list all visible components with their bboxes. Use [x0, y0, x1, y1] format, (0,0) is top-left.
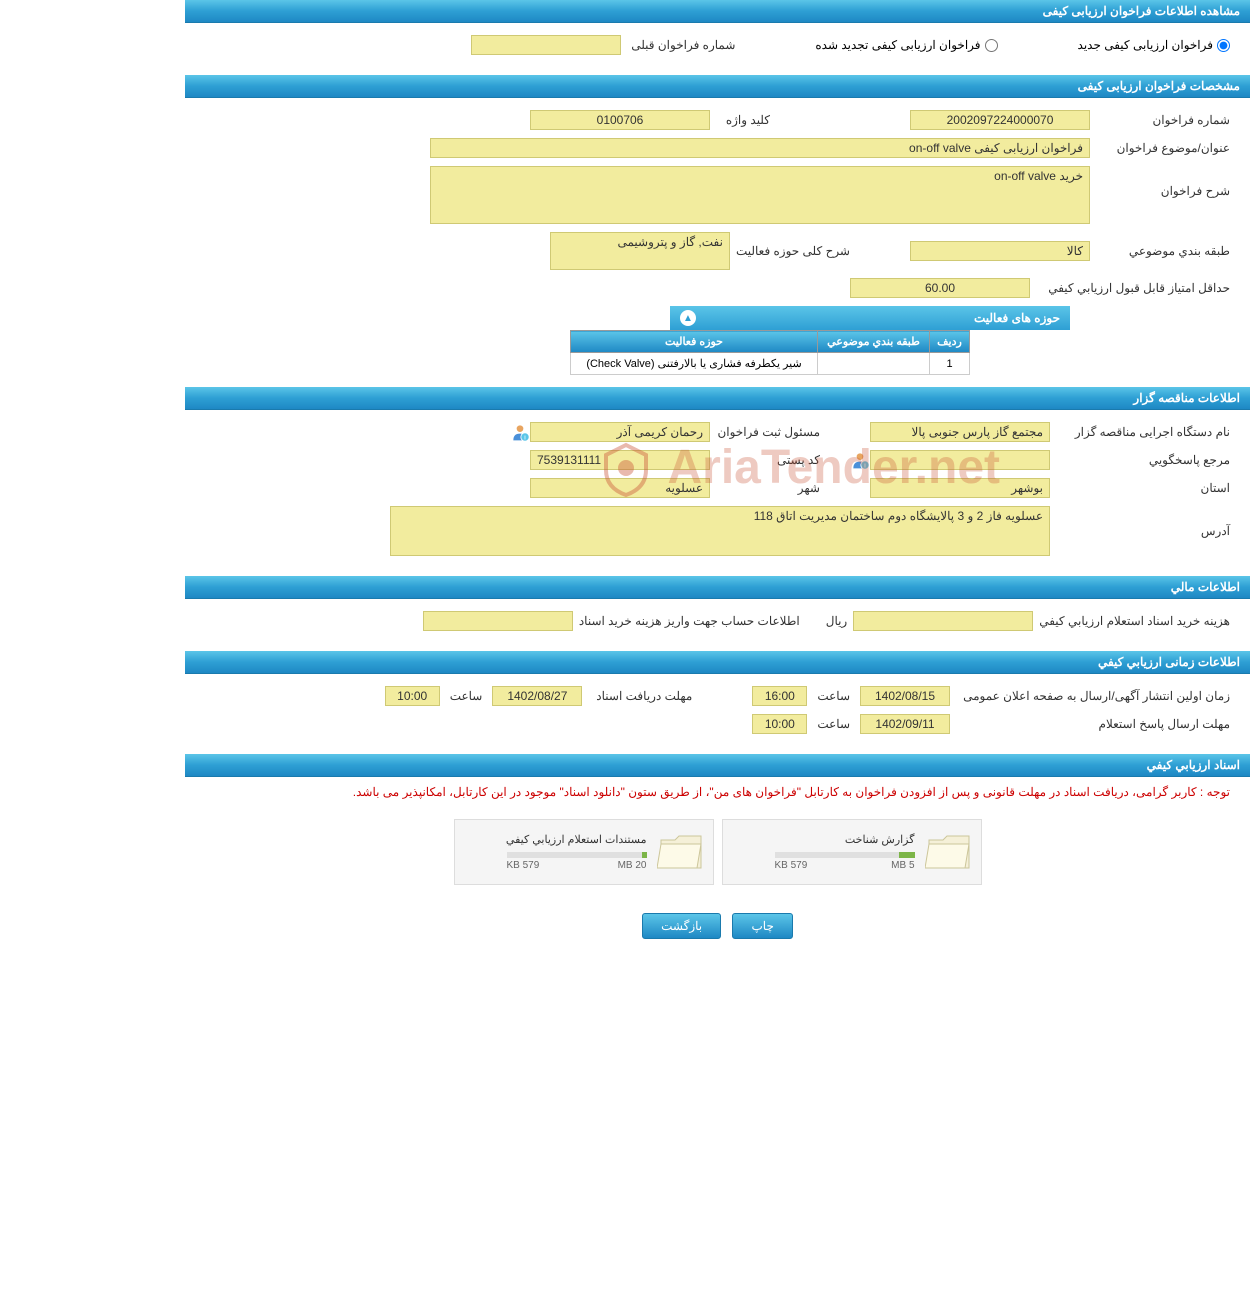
city-field: عسلویه [530, 478, 710, 498]
title-label: عنوان/موضوع فراخوان [1090, 141, 1230, 155]
pub-time-field: 16:00 [752, 686, 807, 706]
reply-date-field: 1402/09/11 [860, 714, 950, 734]
doc2-progress [507, 852, 647, 858]
row-act: شیر یکطرفه فشاری یا بالارفتنی (Check Val… [571, 353, 818, 375]
radio-renewed[interactable] [985, 39, 998, 52]
title-field: فراخوان ارزیابی کیفی on-off valve [430, 138, 1090, 158]
receive-label: مهلت دریافت اسناد [582, 689, 692, 703]
activity-table: ردیف طبقه بندي موضوعي حوزه فعالیت 1 شیر … [570, 330, 970, 375]
radio-renewed-label: فراخوان ارزیابی کیفی تجدید شده [815, 38, 980, 52]
doc1-progress [775, 852, 915, 858]
pub-label: زمان اولین انتشار آگهی/ارسال به صفحه اعل… [950, 689, 1230, 703]
keyword-label: کلید واژه [710, 113, 770, 127]
scope-label: شرح کلی حوزه فعالیت [730, 244, 850, 258]
page-title-header: مشاهده اطلاعات فراخوان ارزیابی کیفی [185, 0, 1250, 23]
postal-label: کد پستی [710, 453, 820, 467]
responsible-field: رحمان کریمی آذر [530, 422, 710, 442]
print-button[interactable]: چاپ [732, 913, 792, 939]
docs-header: اسناد ارزيابي کيفي [185, 754, 1250, 777]
finance-header: اطلاعات مالي [185, 576, 1250, 599]
org-field: مجتمع گاز پارس جنوبی پالا [870, 422, 1050, 442]
row-cat [818, 353, 930, 375]
folder-icon [657, 828, 705, 876]
ref-label: مرجع پاسخگويي [1050, 453, 1230, 467]
category-field: کالا [910, 241, 1090, 261]
keyword-field: 0100706 [530, 110, 710, 130]
issuer-header: اطلاعات مناقصه گزار [185, 387, 1250, 410]
hour-label-1: ساعت [817, 689, 850, 703]
province-field: بوشهر [870, 478, 1050, 498]
collapse-icon[interactable]: ▲ [680, 310, 696, 326]
col-row: ردیف [930, 331, 970, 353]
doc1-total: 5 MB [891, 860, 914, 871]
doc2-total: 20 MB [618, 860, 647, 871]
account-label: اطلاعات حساب جهت واریز هزینه خرید اسناد [573, 614, 800, 628]
cost-label: هزینه خرید اسناد استعلام ارزيابي کيفي [1033, 614, 1230, 628]
reply-time-field: 10:00 [752, 714, 807, 734]
hour-label-3: ساعت [817, 717, 850, 731]
desc-label: شرح فراخوان [1090, 166, 1230, 198]
scope-field: نفت, گاز و پتروشیمی [550, 232, 730, 270]
province-label: استان [1050, 481, 1230, 495]
doc1-used: 579 KB [775, 860, 808, 871]
ref-field [870, 450, 1050, 470]
col-cat: طبقه بندي موضوعي [818, 331, 930, 353]
activity-panel-header: حوزه های فعالیت ▲ [670, 306, 1070, 330]
radio-new[interactable] [1217, 39, 1230, 52]
responsible-label: مسئول ثبت فراخوان [710, 425, 820, 439]
user-icon: i [510, 422, 530, 442]
col-act: حوزه فعالیت [571, 331, 818, 353]
doc1-title: گزارش شناخت [731, 833, 915, 846]
address-field: عسلویه فاز 2 و 3 پالایشگاه دوم ساختمان م… [390, 506, 1050, 556]
receive-time-field: 10:00 [385, 686, 440, 706]
activity-panel-title: حوزه های فعالیت [974, 311, 1060, 325]
back-button[interactable]: بازگشت [642, 913, 721, 939]
doc2-used: 579 KB [507, 860, 540, 871]
reply-label: مهلت ارسال پاسخ استعلام [950, 717, 1230, 731]
user-icon: i [850, 450, 870, 470]
cost-field [853, 611, 1033, 631]
doc-card-1[interactable]: گزارش شناخت 5 MB 579 KB [722, 819, 982, 885]
minscore-label: حداقل امتياز قابل قبول ارزيابي کيفي [1030, 281, 1230, 295]
address-label: آدرس [1050, 506, 1230, 538]
table-row: 1 شیر یکطرفه فشاری یا بالارفتنی (Check V… [571, 353, 970, 375]
doc2-title: مستندات استعلام ارزيابي کيفي [463, 833, 647, 846]
timing-header: اطلاعات زمانی ارزيابي کيفي [185, 651, 1250, 674]
prev-number-field [471, 35, 621, 55]
spec-header: مشخصات فراخوان ارزیابی کیفی [185, 75, 1250, 98]
desc-field: خرید on-off valve [430, 166, 1090, 224]
row-num: 1 [930, 353, 970, 375]
doc-card-2[interactable]: مستندات استعلام ارزيابي کيفي 20 MB 579 K… [454, 819, 714, 885]
category-label: طبقه بندي موضوعي [1090, 244, 1230, 258]
pub-date-field: 1402/08/15 [860, 686, 950, 706]
city-label: شهر [710, 481, 820, 495]
folder-icon [925, 828, 973, 876]
radio-new-label: فراخوان ارزیابی کیفی جدید [1078, 38, 1213, 52]
account-field [423, 611, 573, 631]
minscore-field: 60.00 [850, 278, 1030, 298]
currency-label: ریال [826, 614, 848, 628]
receive-date-field: 1402/08/27 [492, 686, 582, 706]
number-label: شماره فراخوان [1090, 113, 1230, 127]
prev-number-label: شماره فراخوان قبلی [625, 38, 735, 52]
org-label: نام دستگاه اجرایی مناقصه گزار [1050, 425, 1230, 439]
hour-label-2: ساعت [450, 689, 483, 703]
number-field: 2002097224000070 [910, 110, 1090, 130]
postal-field: 7539131111 [530, 450, 710, 470]
docs-notice: توجه : کاربر گرامی، دریافت اسناد در مهلت… [185, 777, 1250, 807]
